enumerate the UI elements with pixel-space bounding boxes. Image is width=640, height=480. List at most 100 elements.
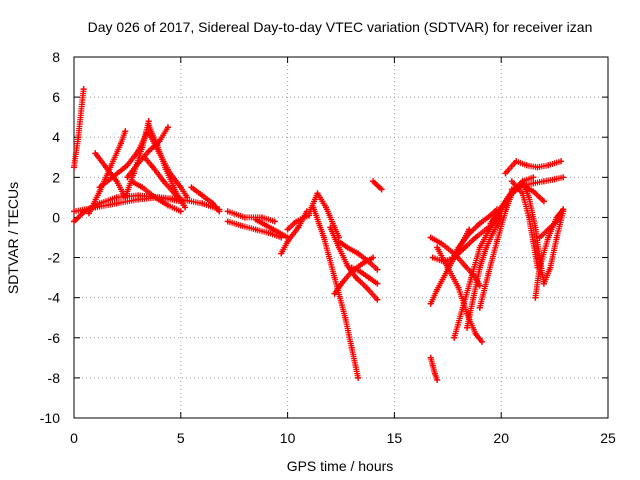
data-point [472, 234, 479, 241]
x-tick-label: 20 [493, 430, 509, 446]
data-point [135, 196, 142, 203]
data-point [487, 222, 494, 229]
data-point [335, 244, 342, 251]
y-tick-label: -8 [48, 370, 61, 386]
data-point [536, 264, 543, 271]
data-point [199, 192, 206, 199]
data-point [365, 258, 372, 265]
data-point [145, 130, 152, 137]
data-point [335, 238, 342, 245]
series-arc-26 [427, 354, 441, 383]
data-point [122, 194, 129, 201]
series-arc-15 [224, 218, 285, 241]
data-point [498, 206, 505, 213]
data-point [331, 274, 338, 281]
series-arc-01 [71, 86, 87, 171]
data-point [258, 214, 265, 221]
series-arc-14 [224, 208, 278, 225]
data-point [427, 300, 434, 307]
data-point [103, 164, 110, 171]
data-point [352, 274, 359, 281]
data-point [476, 264, 483, 271]
series-arc-36 [502, 158, 565, 177]
data-point [547, 264, 554, 271]
data-point [167, 170, 174, 177]
series-arc-24 [348, 264, 381, 287]
data-point [75, 134, 82, 141]
data-point [545, 234, 552, 241]
data-point [124, 174, 131, 181]
data-point [429, 362, 436, 369]
data-point [305, 210, 312, 217]
data-point [122, 128, 129, 135]
data-point [523, 162, 530, 169]
data-point [310, 204, 317, 211]
y-tick-label: 8 [52, 49, 60, 65]
data-point [357, 268, 364, 275]
data-point [184, 194, 191, 201]
data-point [141, 154, 148, 161]
y-tick-label: 0 [52, 209, 60, 225]
y-tick-label: -10 [40, 410, 60, 426]
data-point [451, 334, 458, 341]
data-point [530, 188, 537, 195]
data-point [540, 178, 547, 185]
data-point [363, 284, 370, 291]
data-point [534, 164, 541, 171]
data-point [374, 266, 381, 273]
data-point [493, 238, 500, 245]
series-arc-19 [305, 190, 342, 241]
chart-title: Day 026 of 2017, Sidereal Day-to-day VTE… [88, 19, 593, 35]
data-point [96, 184, 103, 191]
data-point [117, 140, 124, 147]
data-point [177, 208, 184, 215]
data-point [267, 230, 274, 237]
data-point [355, 374, 362, 381]
x-tick-label: 0 [70, 430, 78, 446]
data-point [513, 158, 520, 165]
data-point [502, 170, 509, 177]
data-point [224, 218, 231, 225]
data-point [160, 178, 167, 185]
series-arc-22 [331, 254, 377, 297]
data-point [71, 218, 77, 225]
data-point [532, 294, 539, 301]
data-point [530, 180, 537, 187]
data-point [113, 178, 120, 185]
data-point [199, 200, 206, 207]
data-point [113, 200, 120, 207]
data-point [241, 214, 248, 221]
data-point [224, 208, 231, 215]
data-points [71, 86, 567, 383]
data-point [545, 226, 552, 233]
data-point [461, 262, 468, 269]
series-arc-39 [508, 178, 541, 271]
data-point [476, 244, 483, 251]
data-point [327, 224, 334, 231]
data-point [545, 162, 552, 169]
x-axis-label: GPS time / hours [287, 458, 394, 474]
data-point [489, 230, 496, 237]
data-point [85, 210, 92, 217]
data-point [553, 218, 560, 225]
data-point [476, 220, 483, 227]
y-axis-label: SDTVAR / TECUs [5, 182, 21, 294]
data-point [487, 212, 494, 219]
data-point [553, 234, 560, 241]
data-point [164, 202, 171, 209]
data-point [427, 234, 434, 241]
data-point [145, 122, 152, 129]
data-point [323, 204, 330, 211]
series-arc-31 [434, 244, 485, 345]
series-arc-17 [278, 208, 310, 257]
plot-area-frame [73, 56, 609, 419]
data-point [113, 194, 120, 201]
data-point [483, 244, 490, 251]
data-point [365, 274, 372, 281]
data-point [525, 214, 532, 221]
data-point [374, 182, 381, 189]
data-point [128, 178, 135, 185]
series-arc-25 [370, 178, 385, 193]
series-arc-11 [128, 178, 184, 215]
data-point [152, 194, 159, 201]
